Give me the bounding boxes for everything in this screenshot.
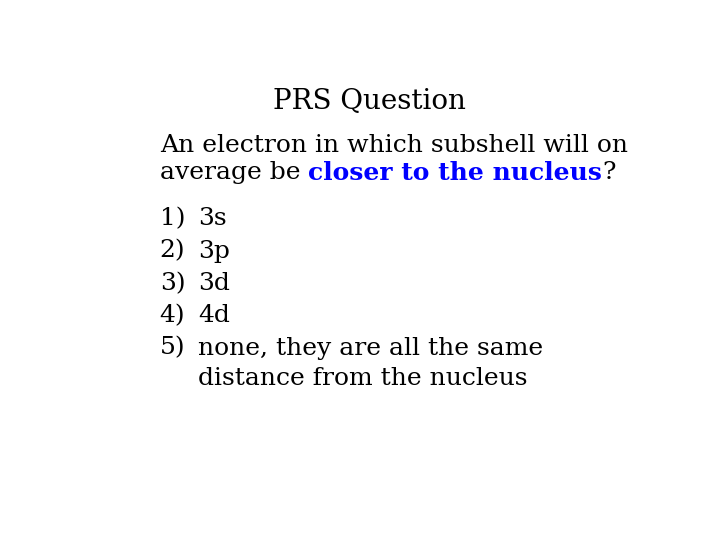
Text: 4d: 4d	[199, 304, 230, 327]
Text: 5): 5)	[160, 336, 185, 360]
Text: 3d: 3d	[199, 272, 230, 295]
Text: average be: average be	[160, 161, 308, 184]
Text: none, they are all the same
distance from the nucleus: none, they are all the same distance fro…	[199, 336, 544, 390]
Text: 1): 1)	[160, 207, 185, 230]
Text: 3): 3)	[160, 272, 185, 295]
Text: closer to the nucleus: closer to the nucleus	[308, 161, 602, 185]
Text: 3p: 3p	[199, 240, 230, 262]
Text: An electron in which subshell will on: An electron in which subshell will on	[160, 134, 628, 157]
Text: ?: ?	[602, 161, 616, 184]
Text: PRS Question: PRS Question	[273, 88, 465, 115]
Text: 2): 2)	[160, 240, 185, 262]
Text: 4): 4)	[160, 304, 185, 327]
Text: 3s: 3s	[199, 207, 227, 230]
